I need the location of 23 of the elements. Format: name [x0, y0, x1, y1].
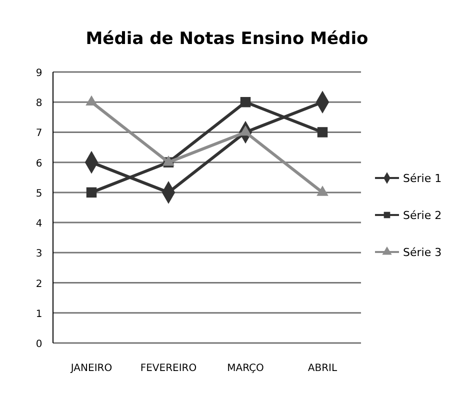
x-tick-label: FEVEREIRO [140, 363, 197, 374]
y-tick-label: 1 [36, 308, 42, 320]
point [86, 187, 97, 198]
point [317, 127, 328, 138]
x-tick-label: JANEIRO [70, 363, 112, 374]
point [316, 186, 328, 196]
legend-label: Série 3 [403, 246, 442, 259]
y-tick-label: 0 [36, 339, 42, 350]
y-tick-label: 9 [36, 68, 42, 79]
y-tick-label: 6 [36, 158, 42, 170]
y-tick-label: 7 [36, 128, 42, 140]
y-tick-label: 2 [36, 278, 42, 290]
legend-label: Série 1 [403, 172, 442, 185]
y-tick-label: 8 [36, 98, 42, 110]
y-tick-label: 5 [36, 188, 42, 200]
point [240, 96, 251, 108]
y-tick-label: 3 [36, 248, 42, 260]
x-tick-label: ABRIL [308, 363, 338, 374]
y-tick-label: 4 [36, 218, 42, 230]
point [86, 95, 98, 106]
legend-label: Série 2 [403, 209, 442, 222]
chart-title: Média de Notas Ensino Médio [86, 29, 368, 49]
x-tick-label: MARÇO [227, 363, 264, 374]
